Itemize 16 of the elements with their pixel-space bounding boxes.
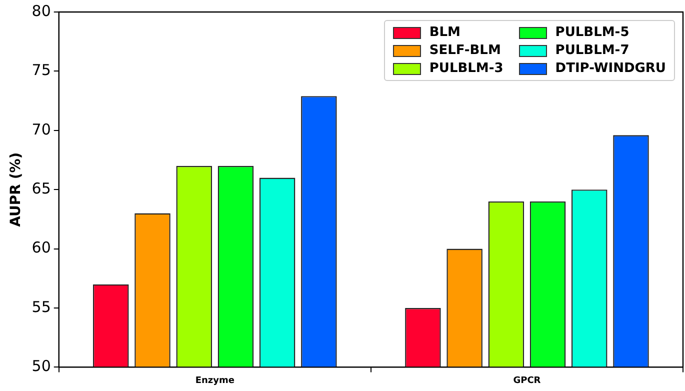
legend-label: PULBLM-7 [555, 43, 630, 58]
y-tick-label: 55 [32, 298, 51, 316]
y-tick-label: 75 [32, 61, 51, 80]
y-tick-label: 60 [32, 238, 51, 257]
legend-label: PULBLM-3 [429, 61, 504, 76]
y-axis-title: AUPR (%) [8, 152, 24, 227]
y-tick-label: 80 [32, 2, 51, 20]
y-tick-label: 50 [32, 357, 51, 376]
legend-label: SELF-BLM [429, 43, 501, 58]
x-tick-label: GPCR [513, 376, 541, 386]
legend-label: DTIP-WINDGRU [555, 61, 666, 76]
y-tick-label: 65 [32, 179, 51, 198]
legend-label: BLM [429, 25, 460, 40]
legend-label: PULBLM-5 [555, 25, 630, 40]
x-tick-label: Enzyme [195, 376, 234, 386]
y-tick-label: 70 [32, 120, 51, 138]
